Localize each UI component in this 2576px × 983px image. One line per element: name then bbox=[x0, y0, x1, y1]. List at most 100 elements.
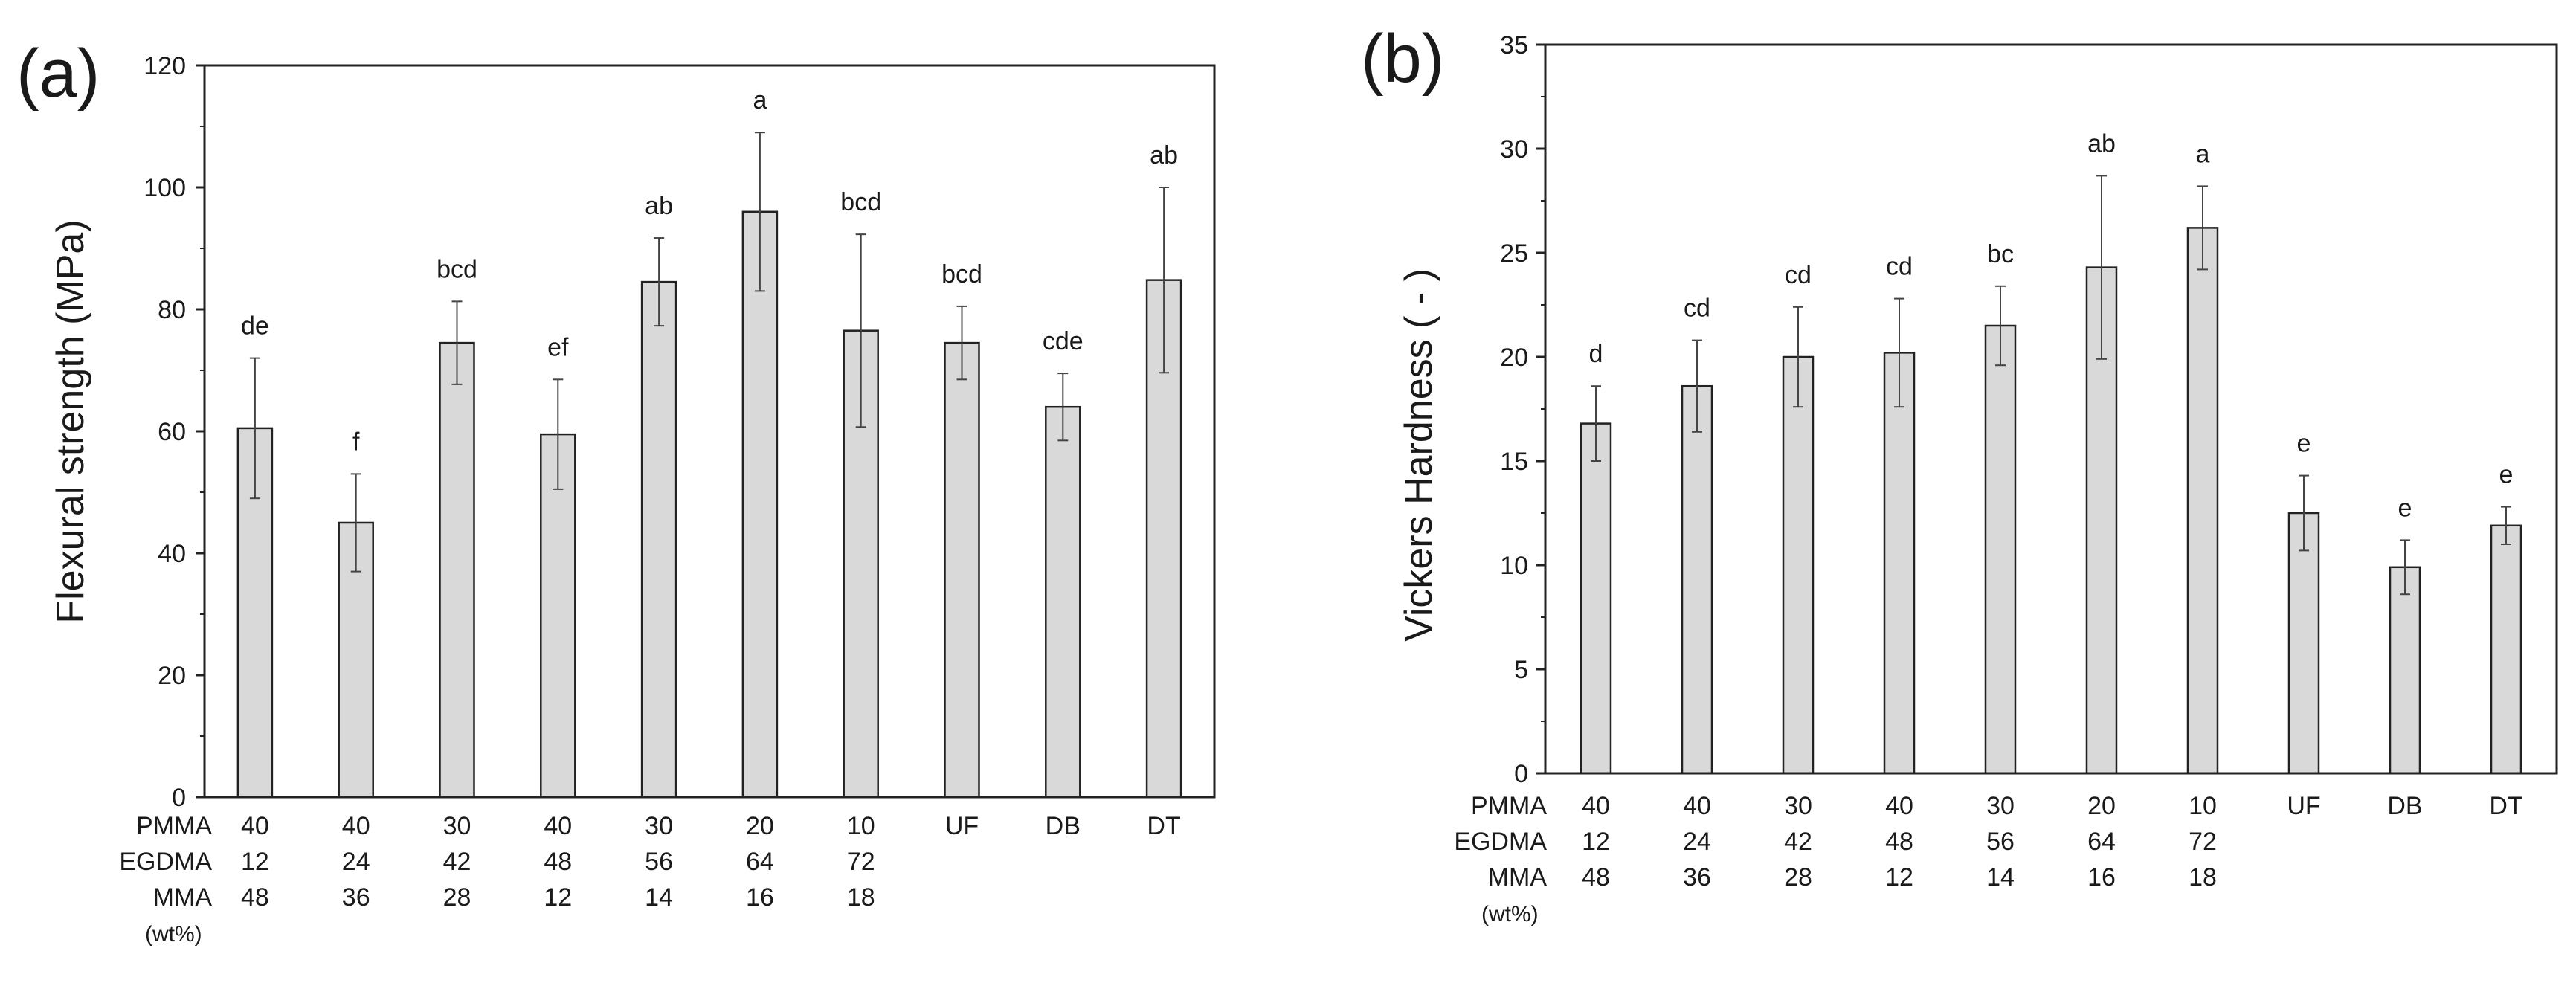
composition-cell: 14 bbox=[1986, 863, 2015, 892]
composition-cell: 16 bbox=[746, 883, 774, 912]
composition-cell: 30 bbox=[645, 812, 673, 840]
bar bbox=[1681, 384, 1713, 775]
composition-cell: 24 bbox=[342, 848, 370, 876]
composition-cell: 28 bbox=[443, 883, 471, 912]
bar bbox=[640, 280, 677, 799]
composition-cell: DT bbox=[2489, 792, 2522, 820]
y-tick-label: 15 bbox=[1500, 448, 1528, 476]
composition-cell: UF bbox=[2287, 792, 2320, 820]
composition-cell: 16 bbox=[2087, 863, 2116, 892]
y-tick-label: 10 bbox=[1500, 552, 1528, 580]
composition-cell: 72 bbox=[847, 848, 875, 876]
significance-letter: a bbox=[753, 86, 767, 115]
panel-a-y-axis: 0 20 40 60 80 100 120 bbox=[144, 52, 205, 812]
panel-a-y-axis-label: Flexural strength (MPa) bbox=[49, 219, 92, 623]
significance-letter: cd bbox=[1886, 253, 1913, 281]
significance-letter: bc bbox=[1987, 240, 2014, 268]
panel-b-significance-letters: d cd cd cd bc ab a e e e bbox=[1589, 129, 2514, 522]
panel-a-bars bbox=[236, 132, 1182, 799]
panel-b-label: (b) bbox=[1361, 21, 1444, 97]
composition-cell: 40 bbox=[1683, 792, 1711, 820]
panel-a-row-label-mma: MMA bbox=[153, 883, 213, 912]
composition-cell: DB bbox=[1046, 812, 1081, 840]
composition-cell: 30 bbox=[1784, 792, 1812, 820]
panel-b-y-axis: 0 5 10 15 20 25 30 35 bbox=[1500, 31, 1545, 788]
panel-b-composition-table: PMMA EGDMA MMA (wt%) 40 40 30 40 30 20 10 UF DB D… bbox=[1454, 792, 2522, 926]
bar bbox=[741, 210, 779, 799]
bar bbox=[439, 341, 475, 799]
composition-cell: 48 bbox=[544, 848, 572, 876]
bar bbox=[236, 427, 274, 799]
composition-cell: 40 bbox=[241, 812, 269, 840]
significance-letter: d bbox=[1589, 340, 1603, 368]
y-tick-label: 120 bbox=[144, 52, 186, 80]
composition-cell: 12 bbox=[544, 883, 572, 912]
composition-cell: 64 bbox=[746, 848, 774, 876]
composition-cell: 40 bbox=[1582, 792, 1610, 820]
composition-cell: 64 bbox=[2087, 828, 2116, 856]
composition-cell: 10 bbox=[847, 812, 875, 840]
panel-a-label: (a) bbox=[16, 36, 100, 112]
significance-letter: de bbox=[241, 312, 269, 341]
composition-cell: 42 bbox=[443, 848, 471, 876]
significance-letter: bcd bbox=[437, 255, 477, 283]
y-tick-label: 60 bbox=[158, 418, 186, 446]
significance-letter: f bbox=[352, 428, 360, 456]
composition-cell: 12 bbox=[1885, 863, 1913, 892]
y-tick-label: 80 bbox=[158, 296, 186, 324]
panel-b-y-axis-label: Vickers Hardness ( - ) bbox=[1397, 268, 1440, 642]
composition-cell: DB bbox=[2387, 792, 2422, 820]
bar bbox=[2287, 512, 2320, 775]
panel-b-row-label-egdma: EGDMA bbox=[1454, 828, 1547, 856]
panel-a-unit-label: (wt%) bbox=[145, 922, 202, 947]
composition-cell: 30 bbox=[1986, 792, 2015, 820]
bar bbox=[1984, 324, 2017, 775]
composition-cell: 28 bbox=[1784, 863, 1812, 892]
composition-cell: 48 bbox=[1885, 828, 1913, 856]
composition-cell: 12 bbox=[1582, 828, 1610, 856]
composition-cell: 72 bbox=[2189, 828, 2217, 856]
composition-cell: 56 bbox=[645, 848, 673, 876]
composition-cell: 48 bbox=[241, 883, 269, 912]
panel-b-row-label-mma: MMA bbox=[1488, 863, 1548, 892]
y-tick-label: 40 bbox=[158, 540, 186, 568]
panel-a-significance-letters: de f bcd ef ab a bcd bcd cde ab bbox=[241, 86, 1178, 456]
composition-cell: UF bbox=[945, 812, 979, 840]
significance-letter: ab bbox=[645, 192, 673, 220]
panel-a-row-label-pmma: PMMA bbox=[136, 812, 212, 840]
composition-cell: 24 bbox=[1683, 828, 1711, 856]
composition-cell: 12 bbox=[241, 848, 269, 876]
bar bbox=[1045, 405, 1081, 799]
y-tick-label: 0 bbox=[172, 784, 186, 812]
composition-cell: 18 bbox=[847, 883, 875, 912]
panel-b-plot-frame bbox=[1544, 43, 2558, 775]
panel-b-row-label-pmma: PMMA bbox=[1471, 792, 1547, 820]
composition-cell: DT bbox=[1147, 812, 1180, 840]
significance-letter: a bbox=[2196, 140, 2210, 168]
composition-cell: 56 bbox=[1986, 828, 2015, 856]
significance-letter: bcd bbox=[840, 188, 881, 216]
panel-b-bars bbox=[1580, 175, 2522, 775]
composition-cell: 20 bbox=[2087, 792, 2116, 820]
y-tick-label: 100 bbox=[144, 174, 186, 202]
panel-a-composition-table: PMMA EGDMA MMA (wt%) 40 40 30 40 30 20 10 UF DB D… bbox=[119, 812, 1180, 947]
y-tick-label: 35 bbox=[1500, 31, 1528, 59]
bar bbox=[2389, 566, 2421, 775]
significance-letter: cd bbox=[1785, 261, 1812, 289]
panel-b-unit-label: (wt%) bbox=[1481, 902, 1539, 926]
significance-letter: e bbox=[2499, 461, 2514, 489]
significance-letter: bcd bbox=[941, 260, 982, 289]
significance-letter: e bbox=[2398, 494, 2412, 522]
significance-letter: ef bbox=[547, 333, 569, 361]
composition-cell: 42 bbox=[1784, 828, 1812, 856]
significance-letter: cde bbox=[1043, 327, 1083, 355]
composition-cell: 40 bbox=[1885, 792, 1913, 820]
panel-b-vickers-hardness: (b) 0 5 10 15 20 25 30 35 Vickers Hardness ( - … bbox=[1361, 21, 2558, 926]
composition-cell: 20 bbox=[746, 812, 774, 840]
bar bbox=[2186, 227, 2219, 775]
y-tick-label: 5 bbox=[1514, 656, 1528, 684]
bar bbox=[1883, 352, 1916, 775]
bar bbox=[1580, 422, 1612, 775]
composition-cell: 48 bbox=[1582, 863, 1610, 892]
